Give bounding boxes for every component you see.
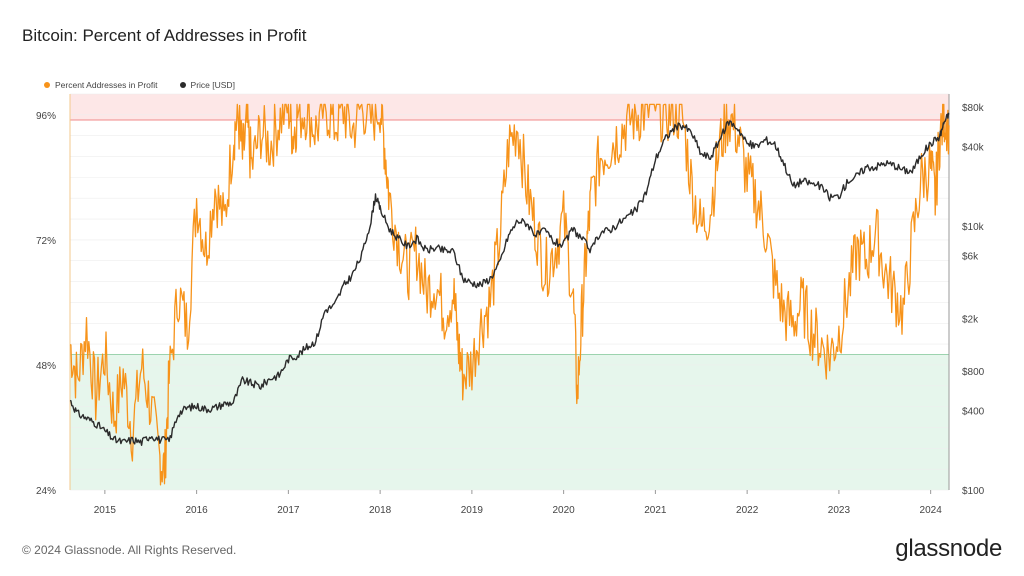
legend-dot-profit xyxy=(44,82,50,88)
x-tick-label: 2024 xyxy=(920,505,943,516)
series-line-price xyxy=(69,112,950,446)
glassnode-logo: glassnode xyxy=(895,535,1002,562)
left-tick-label: 72% xyxy=(36,236,56,247)
x-tick-label: 2022 xyxy=(736,505,759,516)
left-tick-label: 48% xyxy=(36,361,56,372)
lower-band xyxy=(70,354,949,490)
left-tick-label: 96% xyxy=(36,111,56,122)
legend-item-price[interactable]: Price [USD] xyxy=(179,80,235,90)
upper-band xyxy=(70,94,949,121)
right-tick-label: $40k xyxy=(962,143,985,154)
copyright-footer: © 2024 Glassnode. All Rights Reserved. xyxy=(22,543,237,557)
series-line-profit xyxy=(69,103,950,486)
right-tick-label: $2k xyxy=(962,314,979,325)
right-tick-label: $800 xyxy=(962,367,985,378)
x-tick-label: 2019 xyxy=(461,505,484,516)
right-tick-label: $6k xyxy=(962,251,979,262)
right-tick-label: $400 xyxy=(962,407,985,418)
legend: Percent Addresses in Profit Price [USD] xyxy=(44,80,235,90)
right-tick-label: $100 xyxy=(962,486,985,497)
legend-label-profit: Percent Addresses in Profit xyxy=(55,80,158,90)
x-tick-label: 2017 xyxy=(277,505,300,516)
left-tick-label: 24% xyxy=(36,486,56,497)
right-tick-label: $10k xyxy=(962,222,985,233)
legend-dot-price xyxy=(179,82,186,88)
x-tick-label: 2020 xyxy=(553,505,576,516)
chart-title: Bitcoin: Percent of Addresses in Profit xyxy=(22,26,307,45)
legend-item-profit[interactable]: Percent Addresses in Profit xyxy=(44,80,158,90)
x-tick-label: 2015 xyxy=(94,505,117,516)
legend-label-price: Price [USD] xyxy=(190,80,235,90)
x-tick-label: 2016 xyxy=(185,505,208,516)
x-tick-label: 2018 xyxy=(369,505,392,516)
x-tick-label: 2021 xyxy=(644,505,667,516)
right-tick-label: $80k xyxy=(962,103,985,114)
x-tick-label: 2023 xyxy=(828,505,851,516)
